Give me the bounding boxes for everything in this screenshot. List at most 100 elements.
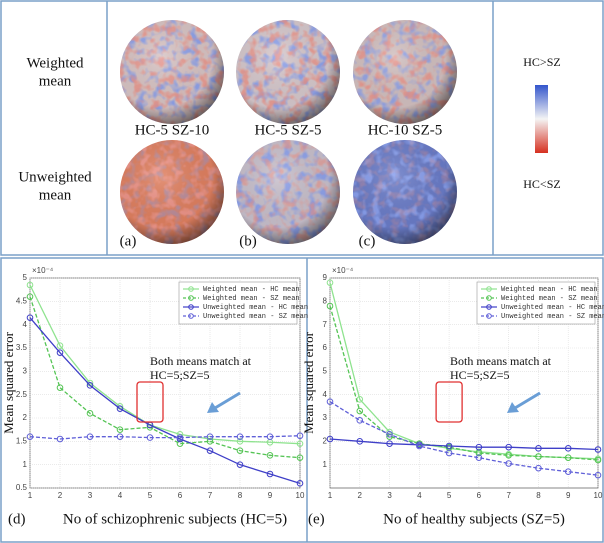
y-tick-label: 1: [323, 460, 328, 469]
x-tick-label: 9: [268, 491, 273, 500]
data-point: [505, 460, 512, 467]
y-tick-label: 8: [323, 296, 328, 305]
y-tick-label: 3: [323, 413, 328, 422]
annotation: HC=5;SZ=5: [450, 368, 510, 382]
row-label: Weighted: [26, 55, 84, 71]
data-point: [26, 281, 34, 289]
data-point: [386, 431, 393, 438]
legend-marker: [486, 304, 492, 310]
arrow-head: [207, 402, 219, 413]
panel-letter: (a): [120, 233, 137, 249]
data-point: [594, 471, 602, 479]
series-line: [29, 284, 301, 445]
annotation: Both means match at: [450, 354, 552, 368]
series-line: [329, 305, 599, 461]
data-point: [535, 445, 542, 452]
y-axis-label: Mean squared error: [1, 331, 16, 433]
data-point: [594, 456, 602, 464]
x-tick-label: 6: [178, 491, 183, 500]
x-axis-label: No of healthy subjects (SZ=5): [383, 511, 565, 527]
data-point: [236, 438, 244, 445]
x-tick-label: 5: [447, 491, 452, 500]
data-point: [326, 279, 334, 286]
y-tick-label: 5: [323, 366, 328, 375]
legend-label: Unweighted mean - SZ mean: [501, 313, 604, 321]
panel-letter: (c): [359, 233, 376, 249]
data-point: [56, 349, 64, 356]
sphere-label: HC-10 SZ-5: [368, 122, 443, 138]
arrow: [214, 391, 241, 410]
data-point: [56, 342, 64, 349]
x-tick-label: 4: [417, 491, 422, 500]
panel-letter: (e): [308, 511, 325, 527]
y-tick-label: 4.5: [16, 296, 28, 305]
data-point: [445, 449, 453, 457]
y-tick-label: 2.5: [16, 390, 28, 399]
sphere-shade: [353, 140, 457, 244]
legend-marker: [188, 295, 194, 301]
y-tick-label: 1.5: [16, 436, 28, 445]
data-point: [594, 446, 602, 453]
y-tick-label: 4: [323, 390, 328, 399]
legend-marker: [188, 313, 194, 319]
x-tick-label: 1: [28, 491, 33, 500]
data-point: [326, 398, 334, 405]
data-point: [356, 417, 364, 424]
x-tick-label: 10: [296, 491, 305, 500]
data-point: [56, 384, 64, 391]
sphere-shade: [236, 140, 340, 244]
x-tick-label: 7: [506, 491, 511, 500]
data-point: [535, 453, 542, 460]
series-line: [29, 317, 301, 484]
data-point: [26, 433, 34, 440]
top-frame: [0, 0, 604, 256]
panel-letter: (b): [239, 233, 257, 249]
x-tick-label: 8: [238, 491, 243, 500]
colorbar-label: HC<SZ: [523, 177, 560, 191]
data-point: [564, 468, 572, 475]
data-point: [176, 434, 184, 441]
data-point: [236, 447, 244, 454]
data-point: [146, 434, 154, 441]
data-point: [206, 447, 214, 454]
data-point: [326, 302, 334, 310]
sphere-label: HC-5 SZ-5: [254, 122, 321, 138]
arrow: [514, 391, 541, 410]
legend-label: Unweighted mean - HC mean: [501, 304, 604, 312]
data-point: [116, 426, 124, 433]
y-tick-label: 7: [323, 320, 328, 329]
x-tick-label: 10: [594, 491, 603, 500]
data-point: [356, 407, 364, 415]
y-tick-label: 3: [23, 366, 28, 375]
data-point: [86, 382, 94, 389]
y-axis-label: Mean squared error: [301, 331, 316, 433]
series-line: [329, 401, 599, 476]
data-point: [266, 470, 274, 478]
series-line: [329, 438, 599, 451]
data-point: [296, 432, 304, 440]
legend-label: Weighted mean - SZ mean: [501, 295, 598, 303]
data-point: [505, 443, 512, 451]
legend-marker: [188, 286, 194, 292]
x-tick-label: 4: [118, 491, 123, 500]
legend-marker: [486, 295, 492, 301]
data-point: [86, 433, 94, 440]
colorbar-label: HC>SZ: [523, 55, 560, 69]
x-tick-label: 3: [387, 491, 392, 500]
x-tick-label: 8: [536, 491, 541, 500]
panel-letter: (d): [8, 511, 26, 527]
legend-label: Weighted mean - SZ mean: [203, 295, 300, 303]
data-point: [386, 440, 393, 447]
y-tick-label: 1: [23, 460, 28, 469]
data-point: [296, 480, 304, 487]
row-label: Unweighted: [18, 169, 92, 185]
legend-marker: [486, 286, 492, 292]
data-point: [296, 440, 304, 447]
annotation: Both means match at: [150, 354, 252, 368]
annotation: HC=5;SZ=5: [150, 368, 210, 382]
legend-marker: [486, 313, 492, 319]
x-tick-label: 7: [208, 491, 213, 500]
arrow-head: [507, 402, 519, 413]
data-point: [236, 433, 244, 440]
